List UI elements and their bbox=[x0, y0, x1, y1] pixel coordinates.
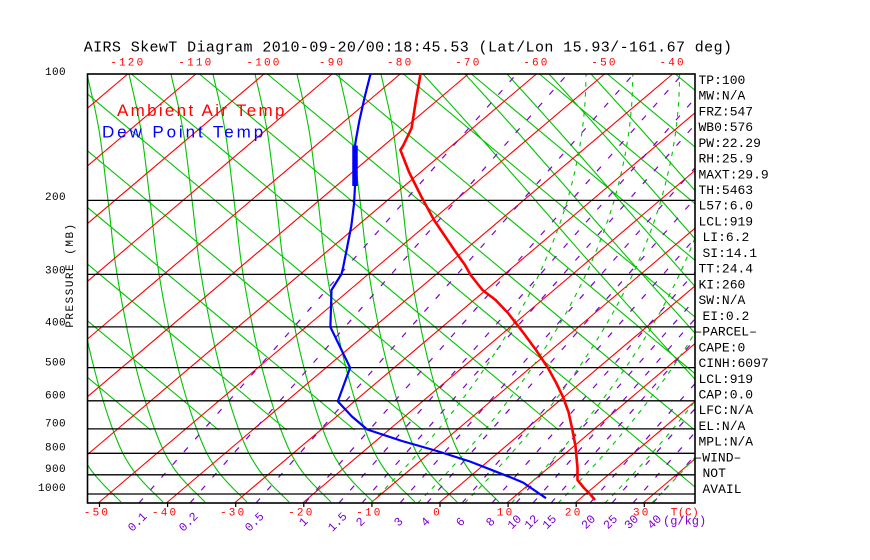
svg-text:-40: -40 bbox=[152, 508, 178, 520]
svg-text:PW:22.29: PW:22.29 bbox=[699, 136, 761, 151]
svg-text:–WIND–: –WIND– bbox=[695, 450, 742, 465]
svg-text:-70: -70 bbox=[455, 58, 481, 70]
svg-text:0: 0 bbox=[433, 508, 442, 520]
svg-text:-50: -50 bbox=[591, 58, 617, 70]
svg-text:300: 300 bbox=[45, 265, 66, 277]
svg-text:AIRS SkewT Diagram 2010-09-20/: AIRS SkewT Diagram 2010-09-20/00:18:45.5… bbox=[84, 40, 733, 57]
svg-text:TT:24.4: TT:24.4 bbox=[699, 262, 754, 277]
svg-text:500: 500 bbox=[45, 358, 66, 370]
svg-text:FRZ:547: FRZ:547 bbox=[699, 104, 754, 119]
svg-text:-100: -100 bbox=[246, 58, 281, 70]
svg-text:CINH:6097: CINH:6097 bbox=[699, 356, 769, 371]
svg-text:-90: -90 bbox=[319, 58, 345, 70]
svg-text:-50: -50 bbox=[84, 508, 110, 520]
svg-text:LCL:919: LCL:919 bbox=[699, 214, 754, 229]
svg-text:600: 600 bbox=[45, 391, 66, 403]
svg-text:20: 20 bbox=[565, 508, 583, 520]
svg-text:-20: -20 bbox=[288, 508, 314, 520]
svg-text:NOT: NOT bbox=[703, 466, 727, 481]
svg-text:Ambient Air Temp: Ambient Air Temp bbox=[117, 101, 287, 120]
svg-text:EL:N/A: EL:N/A bbox=[699, 419, 746, 434]
svg-text:SI:14.1: SI:14.1 bbox=[703, 246, 758, 261]
svg-text:400: 400 bbox=[45, 317, 66, 329]
svg-text:100: 100 bbox=[45, 67, 66, 79]
svg-text:Dew Point Temp: Dew Point Temp bbox=[102, 123, 266, 142]
svg-text:700: 700 bbox=[45, 418, 66, 430]
svg-text:200: 200 bbox=[45, 192, 66, 204]
svg-text:CAPE:0: CAPE:0 bbox=[699, 340, 746, 355]
svg-text:SW:N/A: SW:N/A bbox=[699, 293, 746, 308]
svg-text:L57:6.0: L57:6.0 bbox=[699, 199, 754, 214]
svg-text:1000: 1000 bbox=[38, 483, 66, 495]
svg-text:KI:260: KI:260 bbox=[699, 277, 746, 292]
svg-text:MPL:N/A: MPL:N/A bbox=[699, 435, 754, 450]
svg-text:(g/kg): (g/kg) bbox=[663, 515, 706, 529]
svg-text:LCL:919: LCL:919 bbox=[699, 372, 754, 387]
svg-text:–PARCEL–: –PARCEL– bbox=[695, 325, 757, 340]
svg-text:-40: -40 bbox=[659, 58, 685, 70]
svg-text:-80: -80 bbox=[387, 58, 413, 70]
svg-text:-10: -10 bbox=[356, 508, 382, 520]
svg-text:800: 800 bbox=[45, 442, 66, 454]
svg-text:EI:0.2: EI:0.2 bbox=[703, 309, 750, 324]
svg-text:MW:N/A: MW:N/A bbox=[699, 89, 746, 104]
svg-text:RH:25.9: RH:25.9 bbox=[699, 152, 754, 167]
svg-text:LI:6.2: LI:6.2 bbox=[703, 230, 750, 245]
svg-text:AVAIL: AVAIL bbox=[703, 482, 742, 497]
svg-text:10: 10 bbox=[497, 508, 515, 520]
svg-text:MAXT:29.9: MAXT:29.9 bbox=[699, 167, 769, 182]
svg-text:30: 30 bbox=[633, 508, 651, 520]
svg-text:TP:100: TP:100 bbox=[699, 73, 746, 88]
svg-text:LFC:N/A: LFC:N/A bbox=[699, 403, 754, 418]
svg-text:TH:5463: TH:5463 bbox=[699, 183, 754, 198]
svg-text:-30: -30 bbox=[220, 508, 246, 520]
svg-text:-60: -60 bbox=[523, 58, 549, 70]
svg-text:900: 900 bbox=[45, 464, 66, 476]
svg-text:T(C): T(C) bbox=[671, 508, 699, 520]
svg-text:-120: -120 bbox=[110, 58, 145, 70]
svg-text:-110: -110 bbox=[178, 58, 213, 70]
svg-text:CAP:0.0: CAP:0.0 bbox=[699, 388, 754, 403]
svg-text:PRESSURE (MB): PRESSURE (MB) bbox=[65, 222, 77, 327]
svg-text:WB0:576: WB0:576 bbox=[699, 120, 754, 135]
